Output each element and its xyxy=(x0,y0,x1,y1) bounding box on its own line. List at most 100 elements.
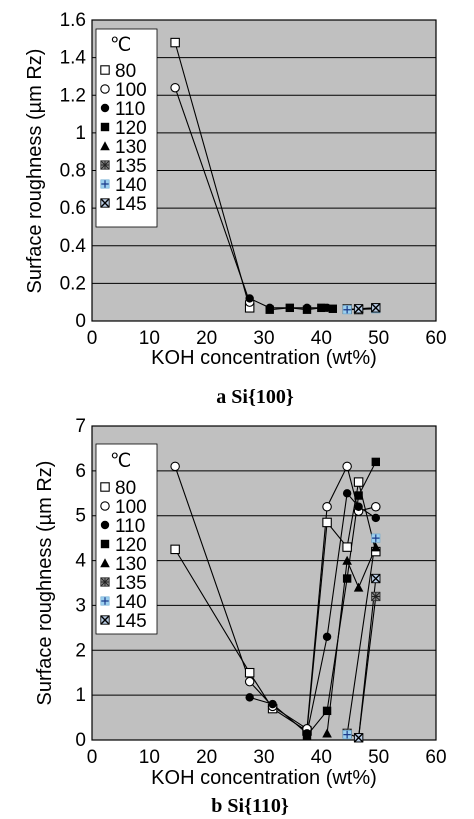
chart-b-data-point-100 xyxy=(244,676,255,687)
chart-a-x-tick-label: 10 xyxy=(139,328,160,349)
chart-b-x-tick-label: 30 xyxy=(253,747,274,768)
chart-b-legend-marker-145 xyxy=(100,615,110,625)
chart-a-y-tick-label: 1.4 xyxy=(60,48,87,69)
chart-a-x-axis-label: KOH concentration (wt%) xyxy=(151,347,377,369)
chart-b-legend-label-140: 140 xyxy=(115,592,147,613)
chart-a-x-tick-label: 30 xyxy=(253,328,274,349)
chart-b-data-point-80 xyxy=(170,544,180,555)
chart-b-x-tick-label: 10 xyxy=(139,747,160,768)
chart-b-data-point-100 xyxy=(342,461,352,472)
chart-a-y-tick-label: 0.8 xyxy=(60,161,86,182)
chart-a: 0 0.2 0.4 0.6 0.8 1 1.2 1.4 1.6 0 10 20 30 40 50 60 KO… xyxy=(24,10,447,408)
chart-b-legend-label-100: 100 xyxy=(115,497,147,518)
chart-b-series-line-145 xyxy=(358,578,377,738)
chart-b-data-point-80 xyxy=(353,477,364,487)
chart-a-legend-label-140: 140 xyxy=(115,175,147,196)
chart-a-y-tick-label: 0.6 xyxy=(60,198,86,219)
chart-a-frame xyxy=(91,19,437,322)
chart-b-y-tick-label: 6 xyxy=(75,461,86,482)
chart-b-legend-label-135: 135 xyxy=(115,573,147,594)
chart-b-data-point-120 xyxy=(354,491,363,500)
chart-b-legend-label-80: 80 xyxy=(115,478,136,499)
chart-a-data-point-100 xyxy=(170,82,180,93)
chart-b-y-axis-label: Surface roughness (µm Rz) xyxy=(34,461,56,706)
chart-a-x-tick-label: 40 xyxy=(311,328,332,349)
chart-b-x-axis-label: KOH concentration (wt%) xyxy=(151,767,377,789)
chart-a-data-point-120 xyxy=(302,305,312,314)
chart-b-y-tick-label: 3 xyxy=(75,595,86,616)
chart-b-series-line-130 xyxy=(326,546,377,734)
chart-b-data-point-130 xyxy=(371,542,381,552)
chart-a-data-point-80 xyxy=(170,37,180,48)
chart-b-legend-label-145: 145 xyxy=(115,611,147,632)
chart-b-data-point-110 xyxy=(342,489,352,498)
chart-b-legend-label-130: 130 xyxy=(115,554,147,575)
chart-b-data-point-145 xyxy=(353,733,364,743)
chart-b-legend-marker-140 xyxy=(100,596,110,606)
chart-a-y-tick-label: 0.4 xyxy=(60,236,87,257)
chart-b-y-tick-label: 5 xyxy=(75,506,86,527)
chart-b-data-point-80 xyxy=(244,667,255,678)
chart-b-y-tick-label: 7 xyxy=(75,416,86,437)
chart-a-data-point-140 xyxy=(342,305,352,315)
chart-a-data-point-120 xyxy=(317,303,326,313)
chart-b-data-point-140 xyxy=(342,730,352,740)
chart-a-x-tick-label: 0 xyxy=(87,328,98,349)
chart-a-data-point-110 xyxy=(245,294,254,303)
chart-b-series-markers xyxy=(170,457,381,743)
chart-b-data-point-110 xyxy=(371,513,380,523)
chart-a-series-line-80 xyxy=(174,42,251,308)
chart-b-data-point-110 xyxy=(354,502,363,511)
chart-b-data-point-140 xyxy=(371,533,381,543)
chart-b-caption: b Si{110} xyxy=(211,795,289,817)
chart-b-series-line-140 xyxy=(346,538,377,735)
chart-b-data-point-135 xyxy=(371,591,381,602)
chart-b-legend-label-110: 110 xyxy=(115,516,145,537)
chart-b-legend-marker-120 xyxy=(100,539,110,549)
chart-b-y-tick-label: 4 xyxy=(75,551,86,572)
chart-b-x-tick-label: 0 xyxy=(87,747,98,768)
chart-a-data-point-120 xyxy=(265,305,274,314)
chart-b-data-point-130 xyxy=(342,555,352,565)
chart-b-data-point-110 xyxy=(268,699,277,709)
chart-b-x-tick-labels: 0 10 20 30 40 50 60 xyxy=(87,747,447,768)
chart-b-data-point-130 xyxy=(322,728,332,738)
chart-a-legend-title: ℃ xyxy=(110,35,131,56)
chart-b-data-point-145 xyxy=(371,573,381,584)
chart-b-data-point-120 xyxy=(342,574,352,583)
chart-b-legend-title: ℃ xyxy=(110,451,131,472)
chart-a-y-tick-label: 1 xyxy=(75,123,86,144)
chart-b-data-point-100 xyxy=(322,501,332,512)
chart-b-x-tick-label: 40 xyxy=(311,747,332,768)
chart-a-legend-marker-130 xyxy=(100,141,110,151)
chart-a-x-tick-label: 60 xyxy=(425,328,446,349)
chart-a-x-tick-label: 50 xyxy=(368,328,389,349)
chart-a-legend-label-110: 110 xyxy=(115,99,145,120)
chart-a-legend-marker-135 xyxy=(100,160,110,170)
chart-b-data-point-100 xyxy=(170,461,180,472)
chart-a-series-line-100 xyxy=(174,87,251,303)
chart-b: 0 1 2 3 4 5 6 7 0 10 20 30 40 50 60 KOH concentration… xyxy=(34,416,447,817)
chart-a-legend-marker-140 xyxy=(100,179,110,189)
chart-b-x-tick-label: 20 xyxy=(196,747,217,768)
chart-a-y-tick-label: 1.2 xyxy=(60,85,86,106)
chart-b-data-point-80 xyxy=(342,542,352,552)
chart-b-legend-marker-100 xyxy=(100,501,110,511)
chart-b-data-point-110 xyxy=(245,693,254,702)
chart-a-legend-label-145: 145 xyxy=(115,194,147,215)
chart-a-y-axis-label: Surface roughness (µm Rz) xyxy=(24,49,46,294)
chart-b-legend-marker-130 xyxy=(100,558,110,568)
chart-b-data-point-80 xyxy=(322,517,332,528)
chart-a-y-tick-label: 1.6 xyxy=(60,10,86,31)
chart-b-frame xyxy=(91,425,437,741)
chart-b-x-tick-label: 60 xyxy=(425,747,446,768)
chart-b-data-point-100 xyxy=(371,501,381,512)
chart-a-data-point-120 xyxy=(328,304,337,313)
chart-a-legend-marker-110 xyxy=(100,103,110,113)
chart-a-legend-label-130: 130 xyxy=(115,137,147,158)
chart-a-x-tick-label: 20 xyxy=(196,328,217,349)
chart-b-data-point-120 xyxy=(322,706,332,716)
